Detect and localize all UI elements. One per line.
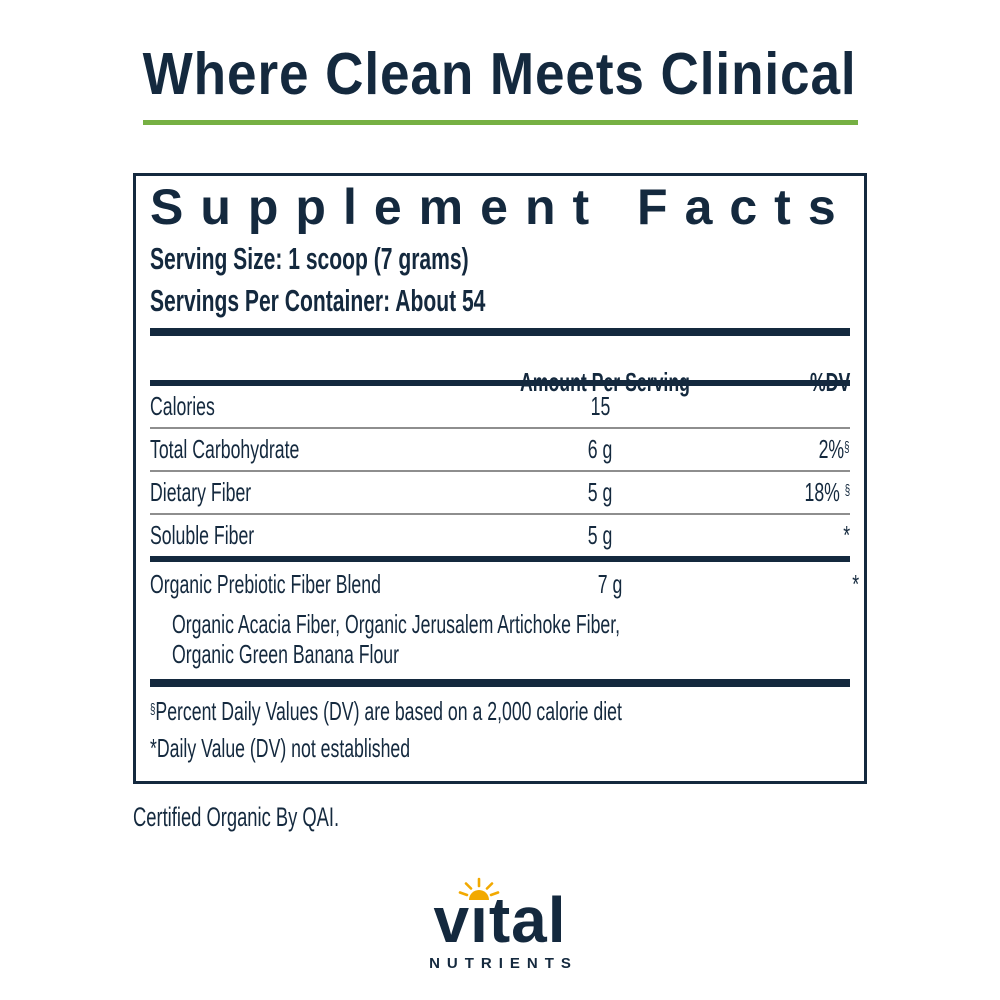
table-row-prebiotic-fiber-blend: Organic Prebiotic Fiber Blend 7 g * (150, 562, 860, 607)
sun-icon (459, 877, 500, 900)
table-row-dietary-fiber: Dietary Fiber 5 g 18% § (150, 472, 850, 513)
row-amount: 5 g (587, 520, 613, 550)
table-row-total-carbohydrate: Total Carbohydrate 6 g 2%§ (150, 429, 850, 470)
table-row-calories: Calories 15 (150, 386, 850, 427)
row-dv: * (843, 520, 850, 550)
row-label: Organic Prebiotic Fiber Blend (150, 569, 381, 599)
row-label: Dietary Fiber (150, 477, 252, 507)
logo-subbrand-text: NUTRIENTS (429, 955, 578, 972)
divider-thick (150, 556, 850, 562)
servings-per-container: Servings Per Container: About 54 (150, 283, 486, 318)
footnotes: §Percent Daily Values (DV) are based on … (150, 695, 850, 769)
serving-size: Serving Size: 1 scoop (7 grams) (150, 241, 469, 276)
page-title-text: Where Clean Meets Clinical (143, 41, 857, 107)
supplement-facts-panel: Supplement Facts Serving Size: 1 scoop (… (133, 173, 867, 784)
certification-note: Certified Organic By QAI. (133, 802, 340, 832)
divider-thin (150, 513, 850, 515)
row-label: Calories (150, 391, 215, 421)
blend-ingredients: Organic Acacia Fiber, Organic Jerusalem … (172, 609, 621, 669)
divider-thick (150, 380, 850, 386)
vital-nutrients-logo: vital NUTRIENTS (0, 877, 1000, 972)
supplement-facts-title: Supplement Facts (150, 180, 850, 234)
green-divider (142, 120, 858, 125)
table-row-soluble-fiber: Soluble Fiber 5 g * (150, 515, 850, 556)
row-amount: 6 g (587, 434, 613, 464)
row-amount: 7 g (597, 569, 622, 599)
row-dv: 2%§ (819, 434, 850, 464)
header-percent-dv: %DV (809, 367, 850, 397)
row-amount: 15 (590, 391, 610, 421)
page-title: Where Clean Meets Clinical (0, 40, 1000, 108)
divider-thick (150, 328, 850, 336)
row-label: Soluble Fiber (150, 520, 255, 550)
row-amount: 5 g (587, 477, 613, 507)
row-dv: 18% § (804, 477, 850, 507)
row-label: Total Carbohydrate (150, 434, 300, 464)
table-header-row: Amount Per Serving %DV (150, 336, 850, 397)
footnote-daily-values: §Percent Daily Values (DV) are based on … (150, 696, 622, 726)
row-dv: * (852, 569, 860, 599)
footnote-dv-not-established: *Daily Value (DV) not established (150, 733, 411, 763)
divider-thin (150, 470, 850, 472)
header-amount-per-serving: Amount Per Serving (519, 367, 690, 397)
divider-thick (150, 679, 850, 687)
divider-thin (150, 427, 850, 429)
logo-brand-text: vital (433, 884, 567, 956)
